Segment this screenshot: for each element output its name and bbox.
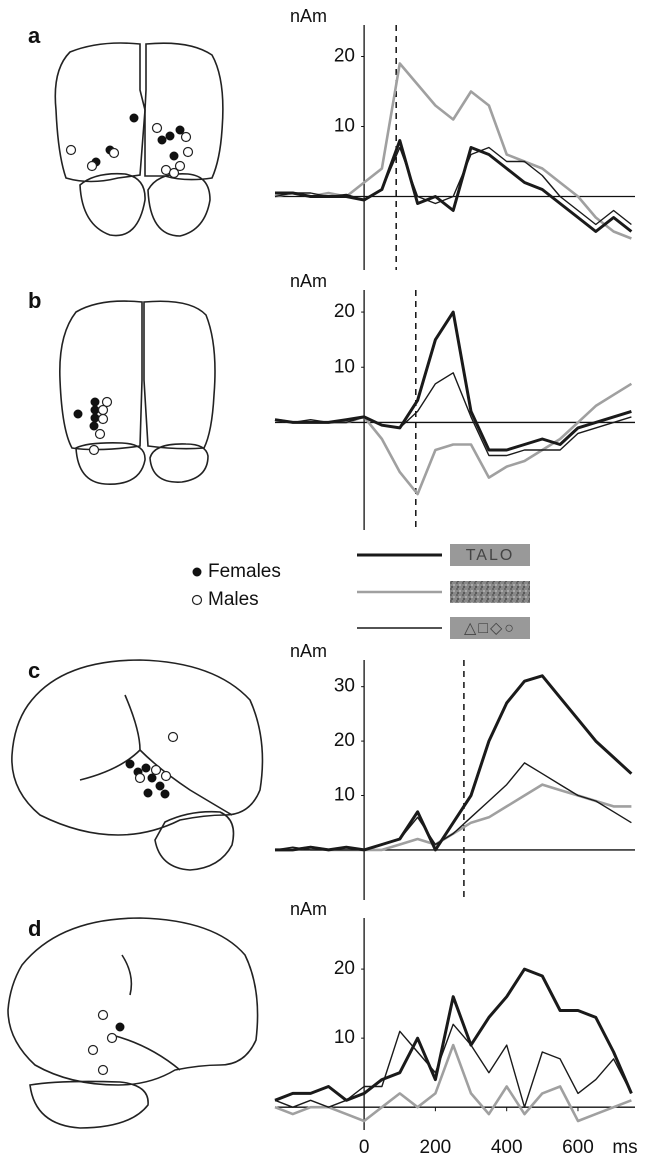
brain-a xyxy=(54,42,224,237)
series-line xyxy=(274,382,633,496)
x-tick-label: 600 xyxy=(562,1137,594,1158)
legend-swatch xyxy=(450,581,530,603)
panel-label: d xyxy=(28,916,41,941)
legend-label: △□◇○ xyxy=(464,620,516,637)
series-line xyxy=(275,783,632,852)
y-tick-label: 10 xyxy=(334,356,355,377)
y-tick-label: 20 xyxy=(334,46,355,67)
y-tick-label: 30 xyxy=(334,676,355,697)
series-line xyxy=(274,146,632,226)
x-tick-label: 400 xyxy=(491,1137,523,1158)
brain-c xyxy=(11,659,264,871)
y-tick-label: 10 xyxy=(334,1027,355,1048)
y-tick-label: 20 xyxy=(334,730,355,751)
series-line xyxy=(274,1023,633,1108)
male-marker xyxy=(191,594,203,606)
series-line xyxy=(275,674,633,852)
female-marker xyxy=(192,567,202,577)
brain-d xyxy=(7,917,259,1129)
y-unit: nAm xyxy=(290,899,327,919)
panel-label: b xyxy=(28,288,41,313)
y-unit: nAm xyxy=(290,271,327,291)
panel-label: a xyxy=(28,23,41,48)
series-line xyxy=(274,62,632,240)
series-line xyxy=(275,139,633,233)
legend-swatch xyxy=(450,544,530,566)
y-unit: nAm xyxy=(290,6,327,26)
dot-legend: Females Males xyxy=(191,561,281,610)
series-line xyxy=(274,372,632,457)
x-tick-label: 0 xyxy=(359,1137,370,1158)
series-line xyxy=(274,310,632,452)
y-tick-label: 10 xyxy=(334,116,355,137)
legend-swatch xyxy=(450,617,530,639)
y-tick-label: 10 xyxy=(334,785,355,806)
legend-label: Females xyxy=(208,561,281,582)
legend-label: TALO xyxy=(466,547,515,564)
y-tick-label: 20 xyxy=(334,958,355,979)
y-tick-label: 20 xyxy=(334,301,355,322)
legend-label: Males xyxy=(208,589,259,610)
y-unit: nAm xyxy=(290,641,327,661)
panel-label: c xyxy=(28,658,40,683)
series-line xyxy=(274,762,632,851)
series-line xyxy=(274,967,633,1102)
x-tick-label: 200 xyxy=(420,1137,452,1158)
brain-b xyxy=(59,300,216,485)
series-line xyxy=(274,1043,632,1123)
x-unit: ms xyxy=(612,1137,637,1158)
